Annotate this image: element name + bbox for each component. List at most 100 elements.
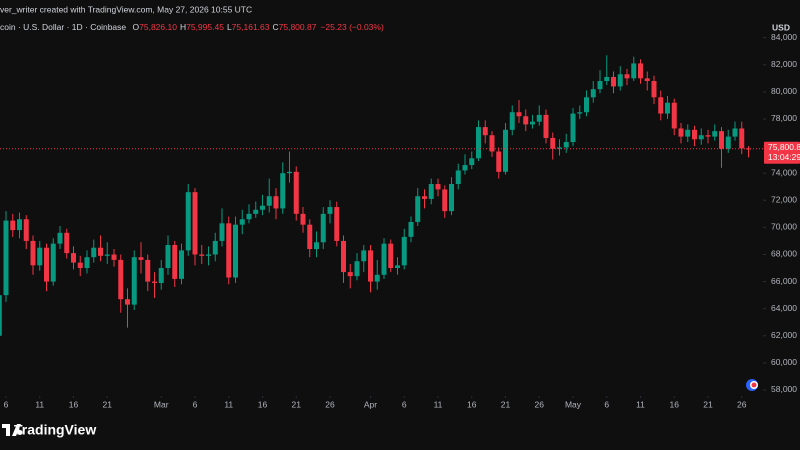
ohlc-key: C [273,22,279,32]
candle [725,129,731,153]
x-tick-label: 6 [193,399,198,409]
ohlc-key: H [180,22,186,32]
candle [37,240,43,271]
ohlc-value: 75,161.63 [232,22,270,32]
last-price-box [764,141,800,164]
candle-body [401,236,407,266]
candle-body [172,244,178,279]
symbol-legend: coin · U.S. Dollar · 1D · Coinbase O75,8… [0,22,384,32]
candle [84,250,90,274]
candle-body [219,223,225,241]
ohlc-value: 75,800.87 [279,22,317,32]
candle-body [428,184,434,199]
x-tick-label: 6 [402,399,407,409]
candle-body [644,78,650,82]
candle-body [719,131,724,149]
candle [746,146,751,158]
candle [118,254,124,313]
candle-body [138,257,144,260]
candle-body [746,148,751,150]
x-tick-label: 16 [467,399,477,409]
candle [678,123,684,144]
candle-body [590,89,596,98]
candle [685,124,691,143]
candle [192,188,198,266]
candle [496,147,502,179]
candle-body [300,213,306,225]
candle [611,71,616,94]
candle-body [725,136,731,149]
candle-body [570,113,576,143]
x-tick-label: 21 [292,399,302,409]
candle-body [584,97,589,113]
candle-body [638,63,643,79]
candle-body [557,147,562,149]
x-tick-label: 21 [501,399,511,409]
candle-body [530,121,535,125]
candle [692,125,697,147]
candle-body [266,196,272,206]
candle-body [671,102,677,129]
candle-body [320,213,326,243]
candle [374,259,380,290]
candle [732,121,738,141]
candle [17,212,22,239]
candle [199,244,205,264]
candle-body [597,81,603,90]
candle-body [496,151,502,172]
candle [415,188,421,227]
candle-body [347,272,353,277]
candle [368,244,373,293]
x-tick-label: 26 [325,399,335,409]
candle [57,226,63,250]
candle [91,239,97,263]
candle [98,235,103,262]
candle-body [84,257,90,269]
candle [30,235,36,275]
candle-body [388,243,394,269]
candle [435,178,441,197]
candle-body [476,127,481,159]
candle [428,178,434,205]
candle-body [233,224,238,278]
candle-body [732,128,738,137]
candle [44,243,49,292]
candle-body [327,207,333,214]
candle [604,55,610,86]
candle [705,129,711,144]
y-tick-label: 78,000 [771,113,797,123]
candle-body [185,192,191,251]
candle-body [523,116,529,125]
y-tick-label: 60,000 [771,357,797,367]
x-tick-label: Apr [364,399,377,409]
candle [617,66,623,91]
candle-body [50,243,56,282]
candle-body [455,170,461,185]
candle [253,201,259,218]
candle [530,114,535,129]
candle-body [381,243,387,275]
candle-body [44,247,49,282]
candle [395,257,400,275]
countdown: 13:04:29 [768,152,800,162]
candle-body [563,142,569,148]
candle [280,162,286,214]
candle-body [192,192,198,255]
flag-dot [751,382,757,388]
candle-body [125,299,130,305]
x-tick-label: 21 [703,399,713,409]
candle [489,131,495,157]
header: ver_writer created with TradingView.com,… [0,4,384,32]
currency-label: USD [772,22,790,32]
candles [0,55,751,336]
candle [563,133,569,153]
candle [590,81,596,103]
candle-body [482,127,488,136]
y-tick-label: 74,000 [771,167,797,177]
candle [172,240,178,288]
candle [64,228,70,259]
candle-body [449,184,454,212]
candle [462,154,468,175]
x-tick-label: 26 [737,399,747,409]
candle-body [354,261,360,277]
